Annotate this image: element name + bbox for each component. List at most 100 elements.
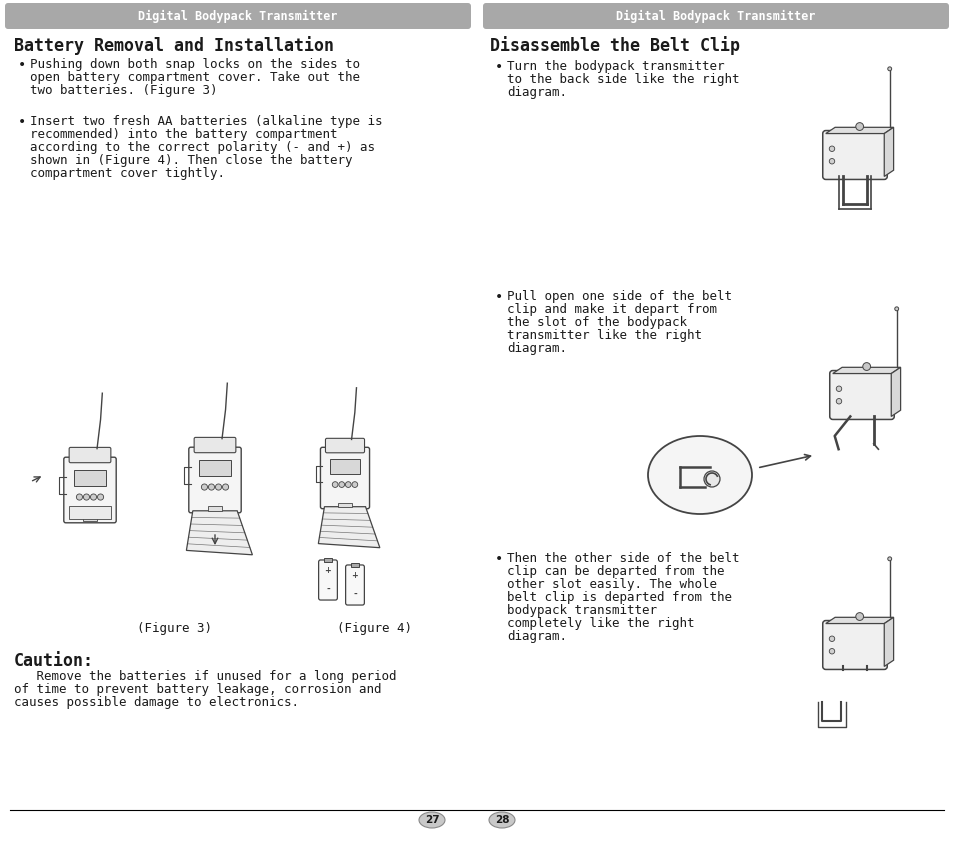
Bar	[199, 460, 231, 475]
Circle shape	[855, 122, 862, 131]
Text: of time to prevent battery leakage, corrosion and: of time to prevent battery leakage, corr…	[14, 683, 381, 696]
Polygon shape	[883, 127, 893, 177]
Text: compartment cover tightly.: compartment cover tightly.	[30, 167, 225, 180]
Bar	[83, 516, 97, 520]
Circle shape	[828, 636, 834, 642]
Circle shape	[83, 494, 90, 500]
FancyBboxPatch shape	[189, 447, 241, 513]
FancyBboxPatch shape	[345, 565, 364, 605]
Circle shape	[828, 649, 834, 654]
Circle shape	[855, 613, 862, 621]
Circle shape	[76, 494, 82, 500]
Text: completely like the right: completely like the right	[506, 617, 694, 630]
Text: other slot easily. The whole: other slot easily. The whole	[506, 578, 717, 591]
Text: bodypack transmitter: bodypack transmitter	[506, 604, 657, 617]
Text: Then the other side of the belt: Then the other side of the belt	[506, 552, 739, 565]
Circle shape	[97, 494, 104, 500]
Circle shape	[836, 398, 841, 404]
Ellipse shape	[489, 812, 515, 828]
Bar	[351, 563, 358, 567]
Text: diagram.: diagram.	[506, 342, 566, 355]
Circle shape	[887, 67, 891, 70]
Ellipse shape	[647, 436, 751, 514]
FancyBboxPatch shape	[194, 437, 235, 453]
Text: diagram.: diagram.	[506, 630, 566, 643]
Text: Digital Bodypack Transmitter: Digital Bodypack Transmitter	[138, 9, 337, 23]
Text: Remove the batteries if unused for a long period: Remove the batteries if unused for a lon…	[14, 670, 396, 683]
Text: -: -	[326, 585, 330, 594]
Text: to the back side like the right: to the back side like the right	[506, 73, 739, 86]
Text: Digital Bodypack Transmitter: Digital Bodypack Transmitter	[616, 9, 815, 23]
Circle shape	[836, 386, 841, 391]
Circle shape	[894, 306, 898, 311]
FancyBboxPatch shape	[482, 3, 948, 29]
Circle shape	[828, 159, 834, 164]
Circle shape	[91, 494, 96, 500]
Text: the slot of the bodypack: the slot of the bodypack	[506, 316, 686, 329]
Text: Pull open one side of the belt: Pull open one side of the belt	[506, 290, 731, 303]
FancyBboxPatch shape	[64, 458, 116, 523]
Circle shape	[887, 557, 891, 560]
Polygon shape	[825, 617, 893, 623]
Ellipse shape	[418, 812, 444, 828]
FancyBboxPatch shape	[821, 131, 886, 179]
Text: •: •	[495, 552, 503, 566]
Circle shape	[208, 484, 214, 490]
Text: Battery Removal and Installation: Battery Removal and Installation	[14, 36, 334, 55]
Circle shape	[215, 484, 221, 490]
Text: (Figure 3): (Figure 3)	[137, 622, 213, 635]
Text: diagram.: diagram.	[506, 86, 566, 99]
FancyBboxPatch shape	[829, 370, 893, 419]
Text: two batteries. (Figure 3): two batteries. (Figure 3)	[30, 84, 217, 97]
Circle shape	[352, 481, 357, 487]
Polygon shape	[832, 368, 900, 374]
FancyBboxPatch shape	[318, 560, 337, 600]
Text: +: +	[324, 565, 331, 575]
Polygon shape	[883, 617, 893, 666]
Circle shape	[703, 471, 720, 487]
Circle shape	[201, 484, 208, 490]
FancyBboxPatch shape	[821, 621, 886, 670]
Bar	[208, 506, 222, 511]
Polygon shape	[825, 127, 893, 133]
Text: •: •	[18, 115, 27, 129]
Text: •: •	[495, 60, 503, 74]
Circle shape	[222, 484, 229, 490]
Circle shape	[338, 481, 344, 487]
Text: belt clip is departed from the: belt clip is departed from the	[506, 591, 731, 604]
Text: 27: 27	[424, 815, 438, 825]
Text: clip and make it depart from: clip and make it depart from	[506, 303, 717, 316]
Text: recommended) into the battery compartment: recommended) into the battery compartmen…	[30, 128, 337, 141]
Bar	[324, 558, 332, 562]
Text: Turn the bodypack transmitter: Turn the bodypack transmitter	[506, 60, 723, 73]
Circle shape	[345, 481, 351, 487]
Circle shape	[332, 481, 337, 487]
Text: according to the correct polarity (- and +) as: according to the correct polarity (- and…	[30, 141, 375, 154]
Circle shape	[828, 146, 834, 151]
Polygon shape	[318, 507, 379, 548]
Text: causes possible damage to electronics.: causes possible damage to electronics.	[14, 696, 298, 709]
Text: Disassemble the Belt Clip: Disassemble the Belt Clip	[490, 36, 740, 55]
Bar	[330, 459, 359, 474]
Text: Insert two fresh AA batteries (alkaline type is: Insert two fresh AA batteries (alkaline …	[30, 115, 382, 128]
Text: -: -	[353, 590, 356, 599]
Circle shape	[862, 363, 870, 370]
Bar	[69, 507, 112, 519]
FancyBboxPatch shape	[325, 438, 364, 453]
Bar	[338, 503, 352, 507]
Polygon shape	[890, 368, 900, 417]
Text: clip can be departed from the: clip can be departed from the	[506, 565, 723, 578]
Bar	[74, 469, 106, 486]
Text: 28: 28	[495, 815, 509, 825]
Text: Caution:: Caution:	[14, 652, 94, 670]
Text: +: +	[352, 571, 358, 580]
FancyBboxPatch shape	[5, 3, 471, 29]
Text: •: •	[18, 58, 27, 72]
FancyBboxPatch shape	[320, 447, 369, 509]
Text: shown in (Figure 4). Then close the battery: shown in (Figure 4). Then close the batt…	[30, 154, 352, 167]
Text: (Figure 4): (Figure 4)	[337, 622, 412, 635]
Text: transmitter like the right: transmitter like the right	[506, 329, 701, 342]
FancyBboxPatch shape	[69, 447, 111, 463]
Text: •: •	[495, 290, 503, 304]
Text: open battery compartment cover. Take out the: open battery compartment cover. Take out…	[30, 71, 359, 84]
